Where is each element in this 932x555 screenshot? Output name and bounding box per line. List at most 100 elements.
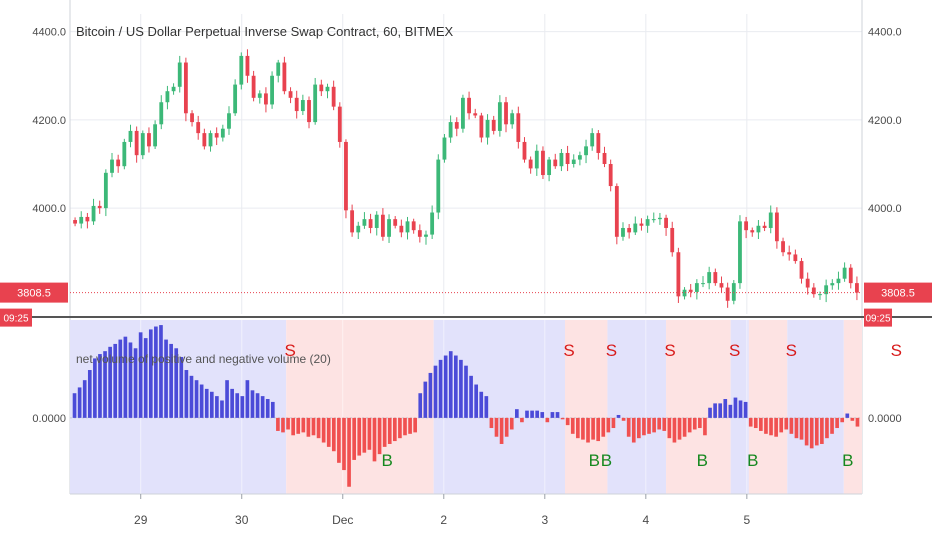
candle-body — [731, 283, 736, 301]
histogram-bar — [377, 417, 382, 455]
candle-body — [824, 285, 829, 295]
candle-body — [565, 152, 570, 164]
histogram-bar — [98, 354, 102, 418]
histogram-bar — [489, 417, 494, 429]
candle-body — [159, 102, 164, 125]
candle-body — [140, 133, 145, 156]
histogram-bar — [687, 417, 692, 433]
histogram-bar — [138, 332, 143, 418]
histogram-bar — [448, 351, 453, 418]
candle-body — [270, 75, 274, 105]
candle-body — [245, 55, 250, 76]
candle-body — [424, 234, 428, 237]
histogram-bar — [118, 339, 123, 418]
indicator-title: net volume of positive and negative volu… — [76, 352, 331, 366]
histogram-bar — [306, 417, 311, 437]
histogram-bar — [581, 417, 585, 440]
candle-body — [793, 254, 798, 262]
histogram-bar — [301, 417, 306, 433]
candle-body — [227, 113, 231, 129]
candle-body — [442, 137, 447, 160]
histogram-bar — [103, 351, 107, 418]
time-tick-label: 30 — [235, 513, 249, 527]
histogram-bar — [540, 412, 545, 418]
candle-body — [479, 115, 484, 138]
histogram-bar — [387, 417, 392, 444]
sell-signal-label: S — [786, 341, 797, 360]
candle-body — [448, 122, 453, 138]
candle-body — [110, 159, 114, 173]
candle-body — [559, 152, 564, 167]
histogram-bar — [108, 346, 112, 418]
candle-body — [756, 225, 761, 233]
histogram-bar — [204, 388, 209, 418]
buy-signal-label: B — [601, 451, 612, 470]
histogram-bar — [215, 396, 219, 418]
histogram-bar — [662, 417, 667, 431]
histogram-bar — [199, 384, 204, 418]
candle-body — [818, 294, 822, 296]
candle-body — [430, 212, 435, 235]
histogram-bar — [438, 359, 443, 418]
time-tick-label: 5 — [743, 513, 750, 527]
candle-body — [196, 122, 201, 134]
candle-body — [590, 133, 595, 147]
histogram-bar — [631, 417, 636, 443]
sell-signal-label: S — [563, 341, 574, 360]
sell-signal-label: S — [729, 341, 740, 360]
histogram-bar — [586, 417, 590, 443]
candle-body — [633, 223, 638, 233]
histogram-bar — [433, 365, 438, 418]
histogram-bar — [342, 417, 346, 471]
candle-body — [165, 91, 170, 103]
histogram-bar — [311, 417, 316, 436]
histogram-bar — [352, 417, 356, 460]
time-tick-label: 2 — [440, 513, 447, 527]
histogram-bar — [133, 348, 138, 418]
last-price-label-left: 3808.5 — [17, 288, 51, 300]
histogram-bar — [347, 417, 351, 487]
candle-body — [787, 252, 792, 255]
candle-body — [855, 283, 859, 293]
histogram-bar — [845, 413, 850, 418]
histogram-bar — [713, 403, 717, 418]
histogram-bar — [459, 359, 463, 418]
candle-body — [387, 219, 391, 237]
histogram-bar — [143, 338, 148, 418]
histogram-bar — [738, 400, 743, 418]
histogram-bar — [154, 326, 158, 418]
candle-body — [307, 100, 311, 123]
candle-body — [190, 113, 194, 123]
buy-signal-label: B — [381, 451, 392, 470]
histogram-bar — [296, 417, 301, 434]
histogram-bar — [494, 417, 499, 437]
histogram-bar — [464, 365, 468, 418]
histogram-bar — [637, 417, 641, 439]
histogram-bar — [270, 401, 275, 418]
histogram-bar — [555, 412, 560, 418]
candle-body — [300, 100, 305, 112]
candle-body — [774, 212, 779, 242]
histogram-bar — [372, 417, 377, 462]
candle-body — [614, 186, 619, 237]
histogram-bar — [560, 417, 565, 420]
signal-zone-sell — [286, 320, 434, 494]
candle-body — [97, 205, 102, 209]
histogram-bar — [281, 417, 285, 433]
last-price-label-right: 3808.5 — [881, 288, 915, 300]
histogram-bar — [525, 410, 529, 418]
candle-body — [688, 289, 693, 292]
candle-body — [639, 223, 644, 226]
candle-body — [694, 283, 699, 292]
price-grid — [70, 14, 862, 314]
candle-body — [202, 133, 207, 147]
candle-body — [220, 128, 225, 138]
histogram-bar — [484, 396, 489, 418]
histogram-bar — [240, 396, 245, 418]
histogram-bar — [276, 417, 280, 431]
histogram-bar — [550, 412, 555, 418]
histogram-bar — [703, 417, 707, 436]
candle-body — [337, 106, 342, 142]
indicator-bars — [72, 325, 860, 487]
